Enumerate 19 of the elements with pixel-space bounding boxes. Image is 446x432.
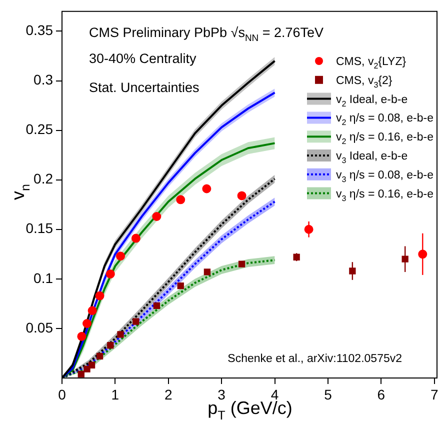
annotation: Schenke et al., arXiv:1102.0575v2 bbox=[228, 353, 402, 365]
y-tick-label: 0.25 bbox=[26, 121, 54, 138]
x-tick-label: 0 bbox=[58, 386, 66, 402]
y-tick-label: 0.35 bbox=[26, 22, 54, 38]
x-tick-label: 2 bbox=[164, 386, 172, 402]
y-tick-label: 0.1 bbox=[34, 270, 54, 286]
annotation: Stat. Uncertainties bbox=[89, 80, 200, 95]
y-tick-label: 0.05 bbox=[26, 319, 54, 336]
x-tick-label: 7 bbox=[430, 386, 438, 402]
x-tick-label: 4 bbox=[270, 386, 279, 402]
x-tick-label: 6 bbox=[377, 386, 386, 402]
x-tick-label: 3 bbox=[218, 386, 226, 402]
y-tick-label: 0.2 bbox=[34, 170, 54, 187]
x-tick-label: 5 bbox=[324, 386, 332, 402]
annotation: 30-40% Centrality bbox=[89, 51, 197, 66]
y-tick-label: 0.3 bbox=[34, 72, 54, 88]
y-tick-label: 0.15 bbox=[26, 220, 54, 236]
x-tick-label: 1 bbox=[111, 386, 120, 402]
y-axis-title: vn bbox=[8, 184, 32, 200]
